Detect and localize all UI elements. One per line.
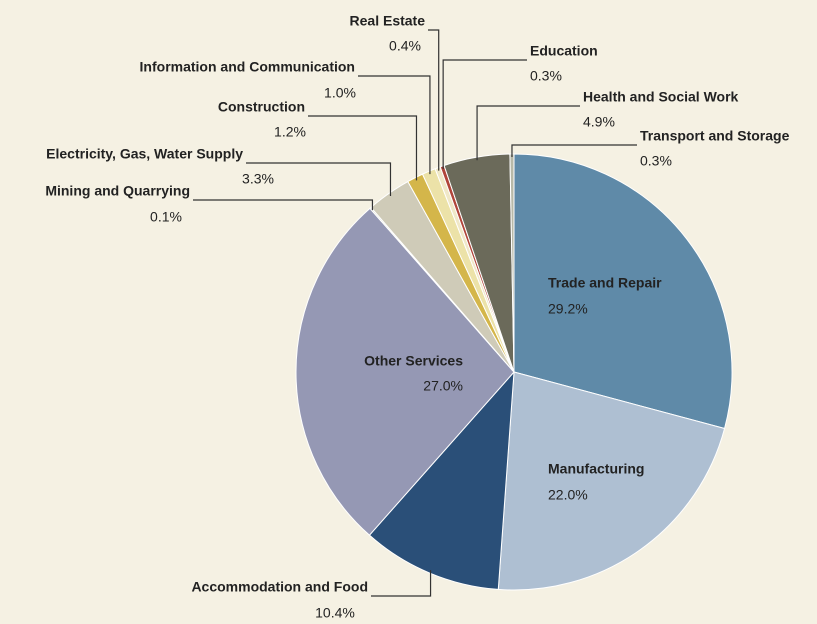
slice-label: Other Services bbox=[364, 353, 463, 369]
slice-label: Health and Social Work bbox=[583, 89, 739, 105]
slice-label: Mining and Quarrying bbox=[45, 183, 190, 199]
leader-line bbox=[511, 144, 637, 158]
pie-slice bbox=[368, 370, 515, 590]
slice-value-label: 4.9% bbox=[583, 114, 615, 130]
slice-label: Information and Communication bbox=[140, 59, 355, 75]
slice-value-label: 1.0% bbox=[324, 85, 356, 101]
leader-line bbox=[358, 75, 431, 175]
leader-line bbox=[246, 162, 392, 197]
slice-label: Real Estate bbox=[350, 13, 426, 29]
slice-value-label: 29.2% bbox=[548, 301, 588, 317]
leader-line bbox=[442, 59, 527, 170]
slice-value-label: 0.3% bbox=[640, 153, 672, 169]
slice-label: Transport and Storage bbox=[640, 128, 790, 144]
slice-value-label: 10.4% bbox=[315, 605, 355, 621]
slice-value-label: 0.3% bbox=[530, 68, 562, 84]
slice-value-label: 1.2% bbox=[274, 124, 306, 140]
leader-line bbox=[428, 29, 440, 171]
slice-value-label: 0.4% bbox=[389, 38, 421, 54]
slice-value-label: 22.0% bbox=[548, 487, 588, 503]
slice-value-label: 3.3% bbox=[242, 171, 274, 187]
slice-value-label: 0.1% bbox=[150, 209, 182, 225]
leader-line bbox=[193, 199, 374, 211]
slice-label: Accommodation and Food bbox=[191, 579, 368, 595]
slice-label: Electricity, Gas, Water Supply bbox=[46, 146, 243, 162]
slice-label: Trade and Repair bbox=[548, 275, 662, 291]
pie-slice bbox=[295, 207, 515, 536]
pie-slice bbox=[497, 371, 726, 591]
leader-line bbox=[371, 570, 432, 597]
slice-label: Manufacturing bbox=[548, 461, 644, 477]
leader-line bbox=[476, 105, 580, 161]
leader-line bbox=[308, 115, 418, 181]
slice-label: Education bbox=[530, 43, 598, 59]
pie-slice bbox=[513, 153, 733, 430]
slice-label: Construction bbox=[218, 99, 305, 115]
slice-value-label: 27.0% bbox=[423, 378, 463, 394]
